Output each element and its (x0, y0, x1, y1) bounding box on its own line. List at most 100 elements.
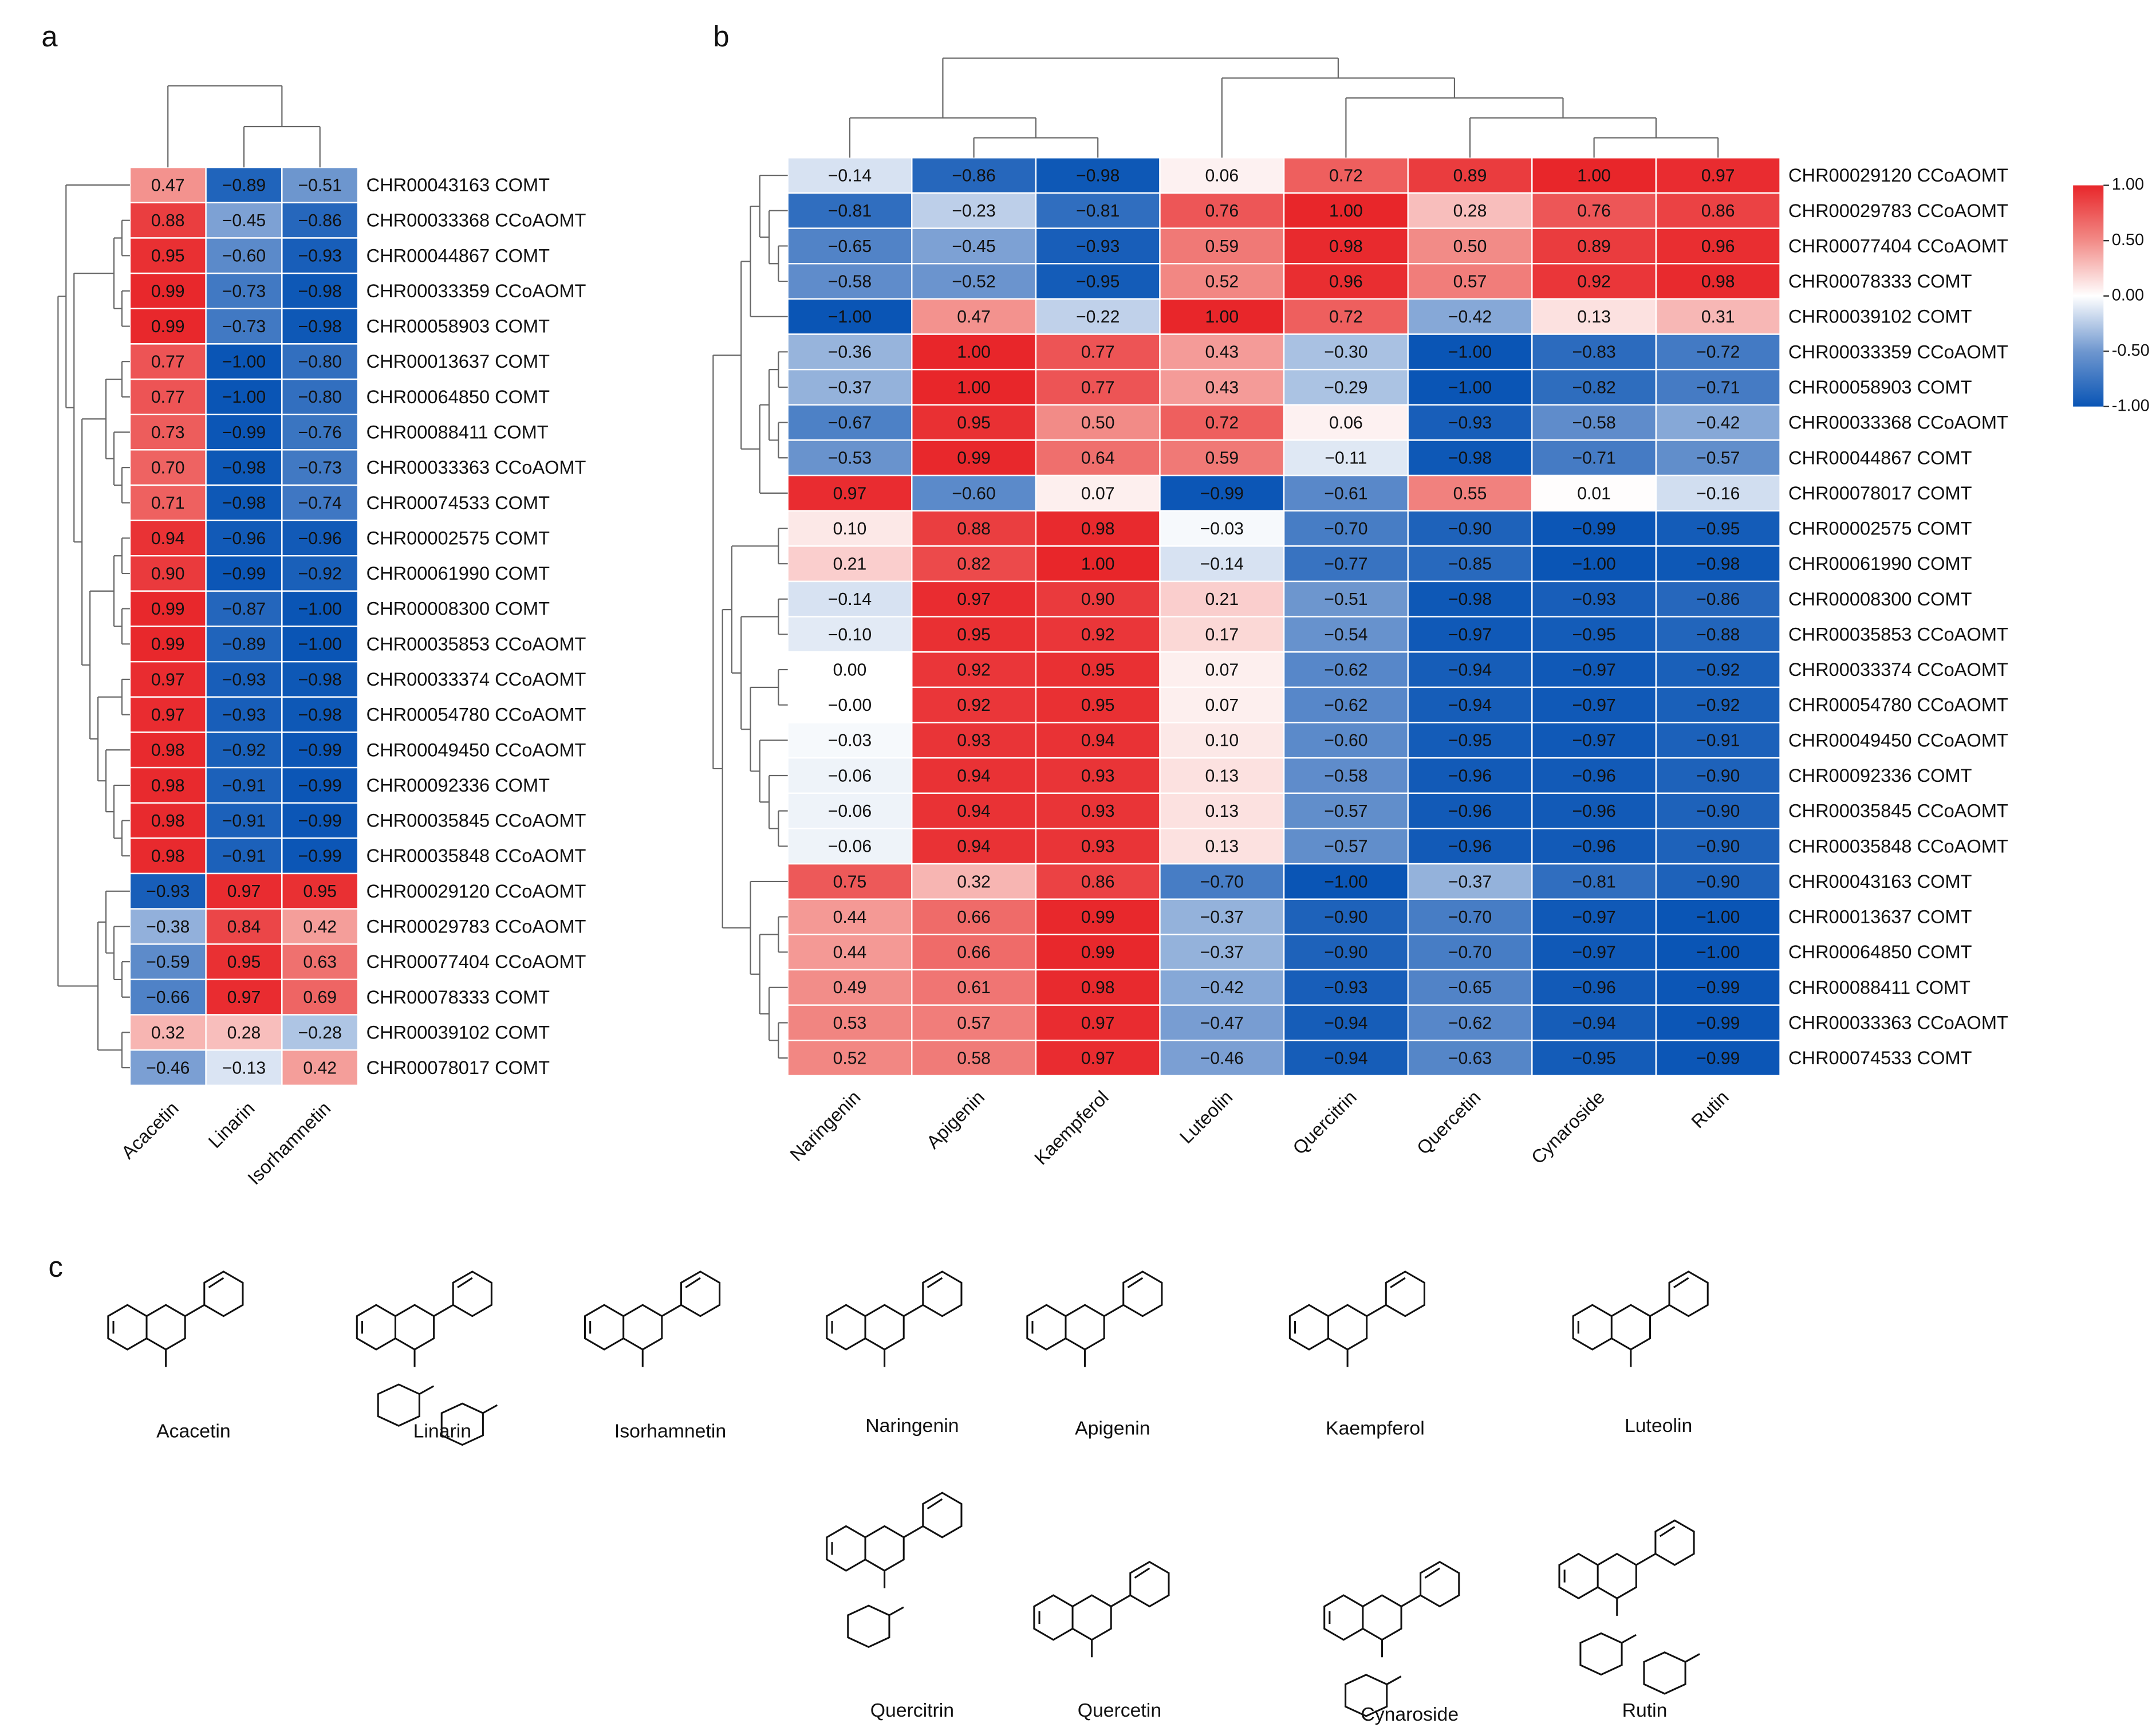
heatmap-cell (1655, 510, 1781, 547)
heatmap-cell (281, 978, 359, 1016)
cell-label: −1.00 (222, 388, 266, 407)
cell-label: −0.97 (1572, 943, 1615, 962)
cell-label: −0.53 (828, 449, 872, 468)
cell-label: 0.92 (1577, 272, 1611, 291)
row-label: CHR00008300 COMT (1788, 589, 1972, 609)
heatmap-cell (911, 1040, 1037, 1077)
heatmap-cell (1283, 580, 1409, 617)
cell-label: −0.80 (298, 353, 342, 372)
cell-label: −0.90 (1448, 520, 1492, 538)
cell-label: −0.61 (1324, 484, 1367, 503)
cell-label: −0.77 (1324, 555, 1367, 574)
cell-label: 0.01 (1577, 484, 1611, 503)
structure-name: Luteolin (1625, 1415, 1692, 1437)
cell-label: −0.36 (828, 343, 872, 362)
heatmap-cell (1407, 686, 1533, 723)
heatmap-cell (205, 308, 283, 345)
cell-label: 0.98 (1081, 520, 1115, 538)
heatmap-cell (1035, 333, 1161, 371)
cell-label: −0.92 (222, 741, 266, 760)
cell-label: −0.99 (298, 776, 342, 795)
structure (584, 1270, 721, 1368)
cell-label: 0.97 (227, 988, 261, 1007)
cell-label: −0.94 (1572, 1014, 1615, 1033)
column-label: Naringenin (786, 1087, 865, 1165)
heatmap-cell (281, 449, 359, 486)
heatmap-cell (787, 969, 913, 1006)
heatmap-cell (1283, 263, 1409, 300)
cell-label: 0.72 (1329, 167, 1363, 186)
column-label: Quercitrin (1289, 1087, 1361, 1158)
cell-label: −0.42 (1696, 414, 1740, 432)
heatmap-cell (1159, 439, 1285, 477)
flavone-skeleton (826, 1492, 963, 1590)
cell-label: 0.28 (1453, 202, 1487, 221)
heatmap-cell (1655, 757, 1781, 794)
cell-label: 0.98 (151, 847, 185, 866)
row-label: CHR00078017 COMT (366, 1057, 550, 1078)
heatmap-cell (1655, 686, 1781, 723)
row-label: CHR00078333 COMT (366, 987, 550, 1008)
cell-label: −0.93 (146, 882, 190, 901)
cell-label: −0.86 (952, 167, 995, 186)
cell-label: 0.55 (1453, 484, 1487, 503)
cell-label: 0.98 (1701, 272, 1735, 291)
cell-label: −0.95 (1572, 1049, 1615, 1068)
cell-label: 1.00 (1329, 202, 1363, 221)
row-label: CHR00061990 COMT (1788, 553, 1972, 574)
cell-label: 0.99 (1081, 943, 1115, 962)
cell-label: −0.99 (298, 812, 342, 831)
cell-label: −0.11 (1325, 449, 1367, 468)
cell-label: 0.57 (957, 1014, 991, 1033)
cell-label: 0.96 (1329, 272, 1363, 291)
heatmap-cell (205, 237, 283, 274)
cell-label: −0.91 (222, 812, 266, 831)
cell-label: 0.47 (957, 308, 991, 326)
sugar-ring (1579, 1632, 1637, 1676)
heatmap-cell (129, 696, 207, 733)
cell-label: 0.84 (227, 918, 261, 937)
cell-label: 0.90 (1081, 590, 1115, 609)
cell-label: 1.00 (1205, 308, 1239, 326)
cell-label: −0.96 (1572, 978, 1615, 997)
row-label: CHR00035845 CCoAOMT (1788, 801, 2008, 821)
cell-label: 0.99 (151, 317, 185, 336)
heatmap-cell (281, 343, 359, 380)
cell-label: −0.90 (1696, 766, 1740, 785)
heatmap-cell (787, 545, 913, 583)
cell-label: −0.46 (146, 1059, 190, 1077)
cell-label: 0.44 (833, 908, 867, 927)
cell-label: 0.90 (151, 564, 185, 583)
cell-label: −0.51 (1324, 590, 1367, 609)
column-label: Linarin (204, 1098, 259, 1152)
heatmap-cell (1407, 651, 1533, 689)
heatmap-cell (1531, 969, 1657, 1006)
heatmap-cell (205, 943, 283, 981)
heatmap-cell (1035, 157, 1161, 194)
cell-label: −0.65 (828, 237, 872, 256)
heatmap-cell (1035, 792, 1161, 829)
heatmap-cell (1159, 969, 1285, 1006)
row-label: CHR00043163 COMT (1788, 871, 1972, 892)
cell-label: −0.92 (1696, 696, 1740, 715)
heatmap-cell (911, 404, 1037, 441)
cell-label: 1.00 (957, 378, 991, 397)
row-label: CHR00029120 CCoAOMT (1788, 165, 2008, 186)
heatmap-cell (281, 590, 359, 627)
sugar-ring (377, 1383, 435, 1427)
heatmap-cell (129, 908, 207, 945)
cell-label: −0.99 (222, 423, 266, 442)
cell-label: −0.90 (1324, 943, 1367, 962)
heatmap-cell (1531, 368, 1657, 406)
cell-label: 0.72 (1329, 308, 1363, 326)
cell-label: 0.99 (1081, 908, 1115, 927)
heatmap-cell (1531, 227, 1657, 265)
cell-label: 0.95 (957, 625, 991, 644)
cell-label: 0.93 (1081, 837, 1115, 856)
heatmap-cell (911, 510, 1037, 547)
heatmap-cell (129, 378, 207, 415)
heatmap-cell (205, 731, 283, 769)
heatmap-cell (911, 686, 1037, 723)
cell-label: 0.07 (1081, 484, 1115, 503)
row-label: CHR00044867 COMT (366, 245, 550, 266)
